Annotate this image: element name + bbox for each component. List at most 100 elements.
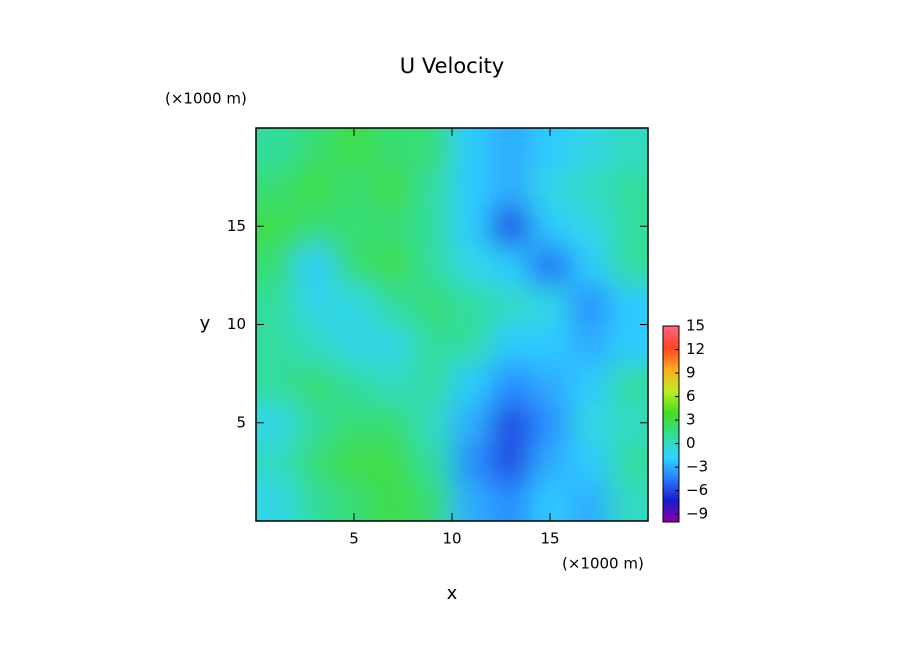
cell — [373, 128, 414, 168]
cell — [608, 363, 648, 404]
cell — [608, 285, 648, 325]
cell — [373, 206, 414, 247]
cell — [569, 285, 610, 325]
cell — [373, 324, 414, 365]
cell — [530, 285, 571, 325]
y-tick-label: 15 — [227, 217, 246, 235]
cell — [491, 363, 531, 404]
x-tick-label: 10 — [442, 530, 461, 548]
cell — [569, 363, 610, 404]
cell — [373, 285, 414, 325]
cell — [608, 167, 648, 208]
y-axis-label: y — [200, 313, 211, 334]
colorbar-tick-label: 12 — [686, 340, 705, 358]
cell — [530, 442, 571, 483]
cell — [530, 403, 571, 443]
cell — [373, 167, 414, 208]
colorbar-tick-label: 6 — [686, 387, 696, 405]
cell — [569, 167, 610, 208]
cell — [334, 167, 375, 208]
colorbar-tick-label: 0 — [686, 434, 696, 452]
cell — [608, 481, 648, 521]
cell — [373, 481, 414, 521]
cell — [569, 403, 610, 443]
cell — [373, 363, 414, 404]
colorbar-tick-label: 3 — [686, 411, 696, 429]
cell — [569, 245, 610, 286]
colorbar-tick-label: 9 — [686, 364, 696, 382]
cell — [491, 206, 531, 247]
cell — [569, 324, 610, 365]
cell — [452, 285, 492, 325]
colorbar — [662, 325, 680, 523]
colorbar-tick-label: −6 — [686, 481, 708, 499]
cell — [334, 324, 375, 365]
colorbar-tick-label: 15 — [686, 317, 705, 335]
cell — [491, 403, 531, 443]
cell — [295, 128, 335, 168]
cell — [295, 481, 335, 521]
cell — [256, 285, 296, 325]
cell — [412, 363, 453, 404]
cell — [412, 442, 453, 483]
x-tick-label: 5 — [349, 530, 359, 548]
colorbar-tick-label: −3 — [686, 458, 708, 476]
x-axis-label: x — [447, 583, 458, 604]
cell — [412, 128, 453, 168]
cell — [608, 324, 648, 365]
cell — [373, 245, 414, 286]
cell — [491, 245, 531, 286]
cell — [491, 481, 531, 521]
colorbar-tick-label: −9 — [686, 505, 708, 523]
cell — [608, 128, 648, 168]
cell — [295, 206, 335, 247]
cell — [452, 481, 492, 521]
y-tick-label: 5 — [236, 413, 246, 431]
cells — [256, 128, 648, 521]
cell — [295, 363, 335, 404]
y-unit: (×1000 m) — [165, 90, 247, 108]
chart-title: U Velocity — [400, 54, 504, 78]
cell — [256, 128, 296, 168]
field — [256, 128, 648, 521]
x-tick-label: 15 — [540, 530, 559, 548]
cell — [530, 363, 571, 404]
cell — [295, 324, 335, 365]
cell — [530, 167, 571, 208]
cell — [491, 128, 531, 168]
cell — [412, 481, 453, 521]
cell — [334, 206, 375, 247]
cell — [295, 167, 335, 208]
y-tick-label: 10 — [227, 315, 246, 333]
cell — [256, 167, 296, 208]
cell — [569, 442, 610, 483]
cell — [530, 206, 571, 247]
cell — [334, 363, 375, 404]
cell — [256, 481, 296, 521]
cell — [295, 442, 335, 483]
cell — [373, 403, 414, 443]
cell — [412, 167, 453, 208]
cell — [569, 206, 610, 247]
cell — [608, 442, 648, 483]
cell — [452, 167, 492, 208]
cell — [412, 324, 453, 365]
cell — [530, 245, 571, 286]
cell — [452, 324, 492, 365]
cell — [334, 285, 375, 325]
cell — [452, 442, 492, 483]
cell — [334, 442, 375, 483]
cell — [452, 128, 492, 168]
cell — [334, 403, 375, 443]
cell — [256, 442, 296, 483]
cell — [569, 128, 610, 168]
cell — [452, 245, 492, 286]
cell — [373, 442, 414, 483]
cell — [256, 363, 296, 404]
cell — [452, 363, 492, 404]
cell — [608, 245, 648, 286]
cell — [256, 324, 296, 365]
cell — [412, 206, 453, 247]
cell — [256, 245, 296, 286]
